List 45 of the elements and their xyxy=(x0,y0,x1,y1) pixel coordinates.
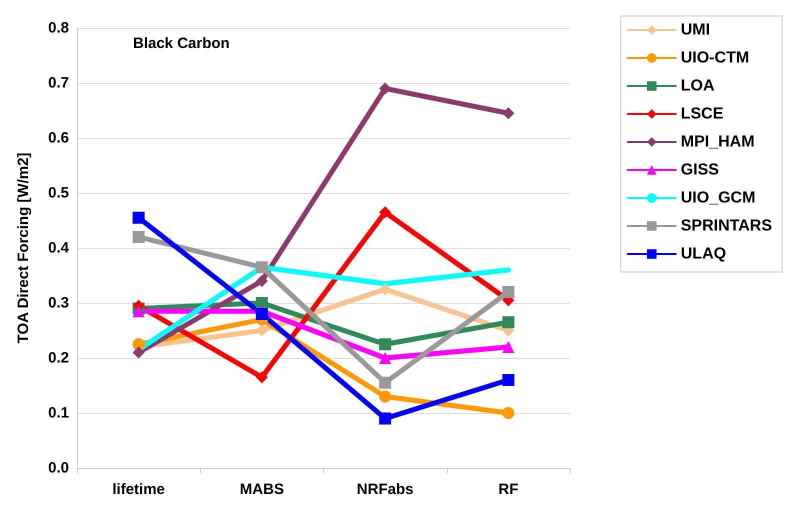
point xyxy=(379,376,392,389)
x-tick-label: lifetime xyxy=(112,481,165,498)
point xyxy=(256,275,268,287)
legend-label: ULAQ xyxy=(680,246,726,262)
point xyxy=(379,352,392,364)
point xyxy=(256,371,268,384)
point xyxy=(502,286,514,298)
x-tick-label: RF xyxy=(498,481,518,498)
point xyxy=(379,206,392,218)
point xyxy=(379,390,392,402)
annotation: Black Carbon xyxy=(133,35,230,52)
point xyxy=(502,374,514,386)
legend-label: GISS xyxy=(680,162,720,178)
point xyxy=(379,412,392,424)
y-tick-label: 0.7 xyxy=(48,74,69,92)
y-tick-label: 0.5 xyxy=(48,184,69,202)
point xyxy=(132,305,145,318)
point xyxy=(132,231,145,243)
y-tick-label: 0.0 xyxy=(48,460,69,476)
y-tick-label: 0.6 xyxy=(48,130,69,146)
y-tick-label: 0.3 xyxy=(48,294,69,312)
y-tick-label: 0.1 xyxy=(48,404,69,422)
x-tick-label: NRFabs xyxy=(356,481,414,498)
legend-label: LSCE xyxy=(680,106,724,122)
legend-label: UIO-CTM xyxy=(680,50,750,66)
point xyxy=(256,261,268,274)
point xyxy=(132,346,145,358)
point xyxy=(502,407,514,419)
point xyxy=(132,212,145,224)
y-tick-label: 0.8 xyxy=(48,20,69,36)
x-tick-label: MABS xyxy=(240,481,284,498)
legend-label: LOA xyxy=(680,78,715,94)
legend-label: MPI_HAM xyxy=(680,134,755,150)
y-tick-label: 0.2 xyxy=(48,350,69,366)
point xyxy=(502,316,514,328)
point xyxy=(256,308,268,320)
point xyxy=(502,341,514,353)
y-axis-title: TOA Direct Forcing [W/m2] xyxy=(15,152,32,344)
legend-label: UMI xyxy=(680,22,710,38)
legend-label: UIO_GCM xyxy=(680,190,756,206)
point xyxy=(502,107,514,120)
point xyxy=(379,338,392,350)
y-tick-label: 0.4 xyxy=(48,240,70,256)
legend-label: SPRINTARS xyxy=(680,218,772,234)
point xyxy=(379,283,392,296)
